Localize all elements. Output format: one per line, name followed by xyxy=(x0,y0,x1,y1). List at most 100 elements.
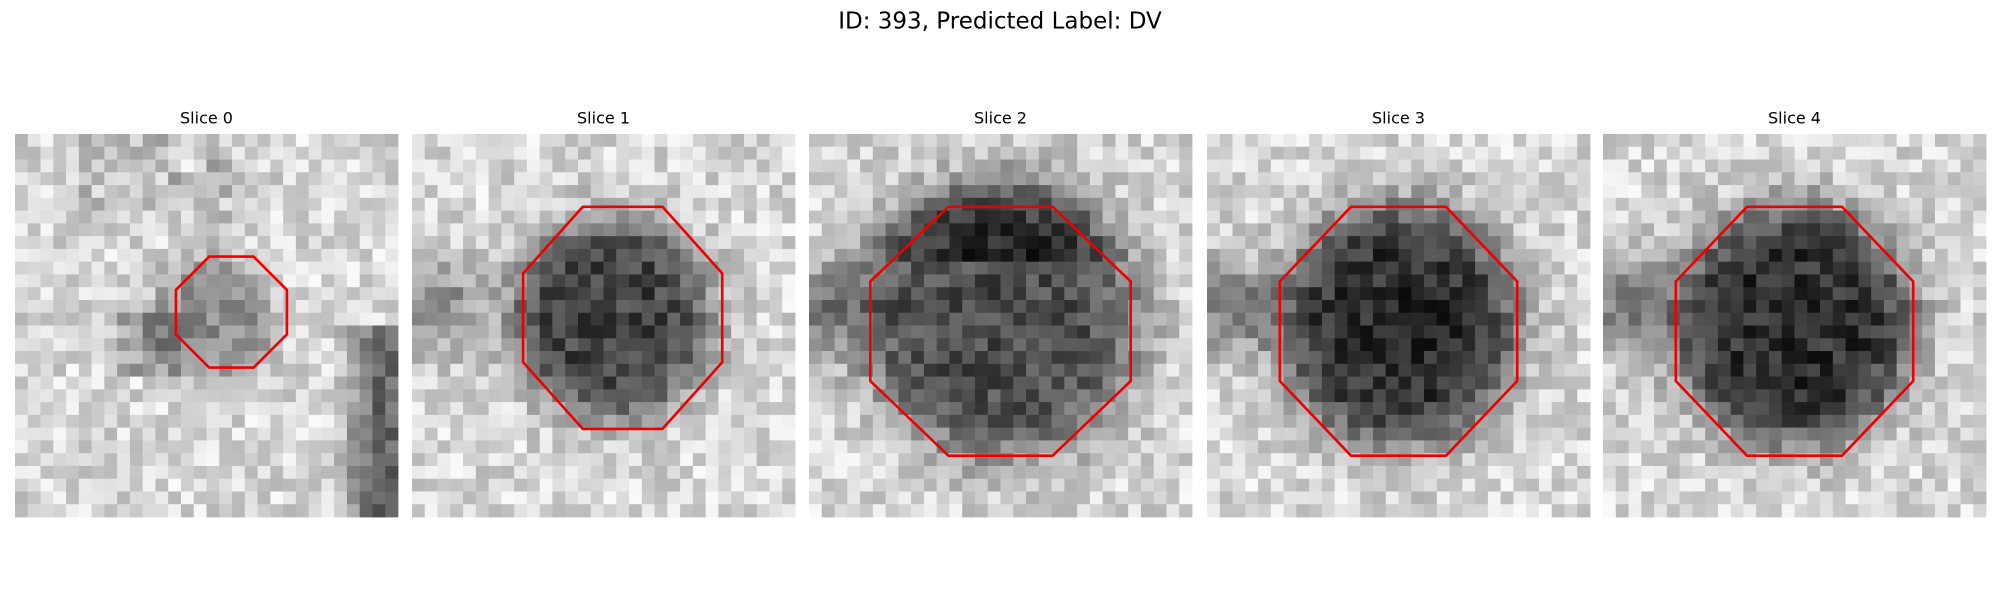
pixel xyxy=(155,197,169,211)
pixel xyxy=(1564,402,1578,416)
pixel xyxy=(1245,134,1259,148)
pixel xyxy=(1705,351,1719,365)
pixel xyxy=(244,402,258,416)
pixel xyxy=(1398,440,1412,454)
pixel xyxy=(1692,236,1706,250)
pixel xyxy=(1807,261,1821,275)
pixel xyxy=(372,440,386,454)
pixel xyxy=(1513,453,1527,467)
pixel xyxy=(1641,427,1655,441)
pixel xyxy=(1232,299,1246,314)
pixel xyxy=(193,172,207,186)
pixel xyxy=(1781,351,1795,365)
pixel xyxy=(1730,172,1744,186)
pixel xyxy=(1934,210,1949,224)
pixel xyxy=(847,146,861,160)
pixel xyxy=(168,440,182,454)
pixel xyxy=(1500,210,1514,224)
pixel xyxy=(1347,312,1361,326)
pixel xyxy=(180,414,195,429)
pixel xyxy=(987,248,1001,263)
pixel xyxy=(911,453,925,467)
pixel xyxy=(1207,402,1221,416)
pixel xyxy=(1820,210,1834,224)
pixel xyxy=(1768,414,1783,429)
pixel xyxy=(1845,197,1859,211)
pixel xyxy=(911,159,925,173)
pixel xyxy=(1832,402,1846,416)
pixel xyxy=(1013,185,1027,199)
pixel xyxy=(257,504,271,518)
pixel xyxy=(809,465,823,480)
pixel xyxy=(1768,363,1783,377)
pixel xyxy=(1820,338,1834,352)
pixel xyxy=(885,274,899,288)
pixel xyxy=(1871,351,1885,365)
pixel xyxy=(424,427,438,441)
pixel xyxy=(526,453,541,467)
pixel xyxy=(1166,287,1180,301)
pixel xyxy=(872,363,886,377)
pixel xyxy=(936,236,950,250)
pixel xyxy=(142,197,156,211)
pixel xyxy=(219,312,233,326)
pixel xyxy=(129,376,144,390)
pixel xyxy=(1038,185,1052,199)
pixel xyxy=(898,440,912,454)
pixel xyxy=(847,312,861,326)
pixel xyxy=(1077,172,1091,186)
pixel xyxy=(129,363,144,377)
pixel xyxy=(1768,351,1783,365)
pixel xyxy=(847,414,861,429)
pixel xyxy=(782,134,796,148)
pixel xyxy=(1641,261,1655,275)
pixel xyxy=(1038,363,1052,377)
pixel xyxy=(1832,312,1846,326)
pixel xyxy=(1781,363,1795,377)
pixel xyxy=(539,440,553,454)
pixel xyxy=(1768,287,1783,301)
pixel xyxy=(1449,478,1463,492)
pixel xyxy=(142,134,156,148)
pixel xyxy=(1730,197,1744,211)
pixel xyxy=(1258,197,1272,211)
pixel xyxy=(782,210,796,224)
pixel xyxy=(488,223,502,237)
pixel xyxy=(488,261,502,275)
pixel xyxy=(206,312,220,326)
pixel xyxy=(232,363,246,377)
pixel xyxy=(1128,491,1142,505)
pixel xyxy=(1166,159,1180,173)
pixel xyxy=(1026,389,1040,403)
pixel xyxy=(1820,172,1834,186)
pixel xyxy=(860,465,874,480)
pixel xyxy=(463,478,477,492)
pixel xyxy=(949,146,963,160)
pixel xyxy=(1922,478,1936,492)
pixel xyxy=(1896,414,1910,429)
pixel xyxy=(731,440,745,454)
pixel xyxy=(705,172,719,186)
pixel xyxy=(257,312,271,326)
pixel xyxy=(1909,478,1923,492)
pixel xyxy=(501,504,515,518)
pixel xyxy=(193,325,207,339)
pixel xyxy=(488,146,502,160)
pixel xyxy=(1115,248,1129,263)
pixel xyxy=(1730,312,1744,326)
pixel xyxy=(155,299,169,314)
pixel xyxy=(219,197,233,211)
pixel xyxy=(1538,376,1553,390)
pixel xyxy=(1153,351,1167,365)
pixel xyxy=(1513,351,1527,365)
pixel xyxy=(1475,210,1489,224)
pixel xyxy=(860,134,874,148)
pixel xyxy=(1449,274,1463,288)
pixel xyxy=(1245,185,1259,199)
pixel xyxy=(539,185,553,199)
pixel xyxy=(1013,414,1027,429)
pixel xyxy=(603,261,617,275)
pixel xyxy=(616,134,630,148)
pixel xyxy=(1166,172,1180,186)
pixel xyxy=(1128,465,1142,480)
